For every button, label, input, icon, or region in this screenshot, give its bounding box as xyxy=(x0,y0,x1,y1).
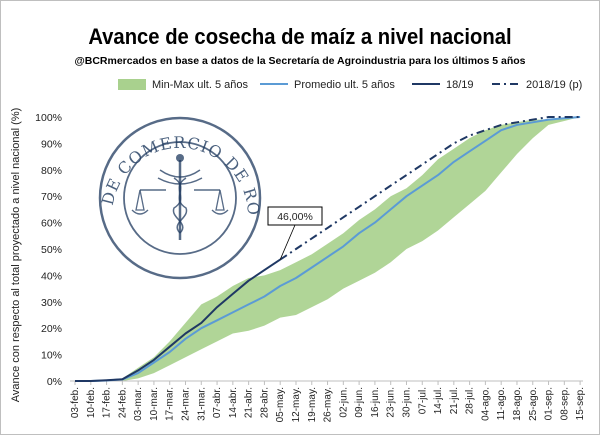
x-tick-label: 14-jul. xyxy=(433,387,444,414)
x-tick-label: 17-feb. xyxy=(102,387,113,418)
x-tick-label: 30-jun. xyxy=(401,387,412,418)
x-tick-label: 03-mar. xyxy=(133,387,144,421)
x-tick-label: 16-jun. xyxy=(370,387,381,418)
annotation-label: 46,00% xyxy=(277,211,313,223)
y-tick-label: 100% xyxy=(35,112,62,124)
chart-subtitle: @BCRmercados en base a datos de la Secre… xyxy=(74,55,526,67)
x-tick-label: 25-ago. xyxy=(528,387,539,421)
y-tick-label: 20% xyxy=(41,323,62,335)
series-line xyxy=(75,116,581,382)
axes-layer: 0% 10% 20% 30% 40% 50% 60% 70% 80% 90% 100% 03-feb.… xyxy=(10,108,586,423)
y-tick-label: 50% xyxy=(41,244,62,256)
y-tick-label: 10% xyxy=(41,350,62,362)
x-tick-label: 07-jul. xyxy=(417,387,428,414)
band-layer xyxy=(75,117,581,381)
seal-outer-ring xyxy=(98,116,262,280)
legend: Min-Max ult. 5 años Promedio ult. 5 años 1… xyxy=(118,79,582,91)
watermark-seal: BOLSA DE COMERCIO DE ROSARIO xyxy=(0,0,263,280)
annotation-box xyxy=(267,206,323,226)
annotation-layer: 46,00% xyxy=(267,206,323,260)
x-tick-label: 24-feb. xyxy=(117,387,128,418)
x-tick-label: 02-jun. xyxy=(338,387,349,418)
seal-serpents xyxy=(172,177,188,234)
x-tick-label: 11-ago. xyxy=(496,387,507,420)
y-tick-label: 70% xyxy=(41,191,62,203)
seal-scale-left-pan xyxy=(131,189,149,215)
x-tick-label: 10-feb. xyxy=(86,387,97,418)
series-layer xyxy=(75,116,581,382)
band-min-max xyxy=(75,117,581,381)
x-tick-label: 21-jul. xyxy=(449,387,460,414)
x-tick-label: 17-mar. xyxy=(165,387,176,421)
y-tick-label: 30% xyxy=(41,297,62,309)
x-tick-label: 09-jun. xyxy=(354,387,365,418)
x-tick-label: 28-abr. xyxy=(259,387,270,418)
x-tick-label: 10-mar. xyxy=(149,387,160,421)
y-tick-label: 80% xyxy=(41,165,62,177)
seal-staff-top xyxy=(176,154,184,162)
seal-scale-right-pan xyxy=(211,189,229,215)
legend-label: Promedio ult. 5 años xyxy=(294,79,395,91)
y-axis-label: Avance con respecto al total proyectado … xyxy=(10,108,22,403)
y-tick-label: 60% xyxy=(41,218,62,230)
x-tick-label: 28-jul. xyxy=(465,387,476,414)
x-tick-label: 07-abr. xyxy=(212,387,223,418)
legend-label: Min-Max ult. 5 años xyxy=(152,79,248,91)
x-tick-label: 31-mar. xyxy=(196,387,207,421)
legend-swatch-band xyxy=(118,79,146,90)
x-tick-label: 24-mar. xyxy=(180,387,191,421)
x-tick-label: 23-jun. xyxy=(386,387,397,418)
x-tick-label: 03-feb. xyxy=(70,387,81,418)
x-tick-label: 26-may. xyxy=(323,387,334,422)
chart-title: Avance de cosecha de maíz a nivel nacion… xyxy=(88,24,512,49)
x-tick-label: 08-sep. xyxy=(559,387,570,420)
annotation-leader xyxy=(279,224,296,260)
y-tick-label: 0% xyxy=(47,376,62,388)
x-tick-label: 21-abr. xyxy=(244,387,255,418)
x-tick-label: 05-may. xyxy=(275,387,286,422)
x-tick-label: 04-ago. xyxy=(480,387,491,421)
x-tick-label: 14-abr. xyxy=(228,387,239,418)
series-line xyxy=(279,116,581,261)
y-tick-label: 40% xyxy=(41,270,62,282)
seal-inner-ring xyxy=(123,141,237,255)
x-tick-label: 12-may. xyxy=(291,387,302,422)
x-tick-label: 01-sep. xyxy=(544,387,555,420)
x-tick-label: 15-sep. xyxy=(575,387,586,420)
seal-lettering: BOLSA DE COMERCIO DE ROSARIO xyxy=(0,0,263,217)
legend-label: 2018/19 (p) xyxy=(526,79,582,91)
x-tick-label: 18-ago. xyxy=(512,387,523,421)
y-tick-label: 90% xyxy=(41,138,62,150)
series-line xyxy=(75,258,281,382)
legend-label: 18/19 xyxy=(446,79,474,91)
x-tick-label: 19-may. xyxy=(307,387,318,422)
